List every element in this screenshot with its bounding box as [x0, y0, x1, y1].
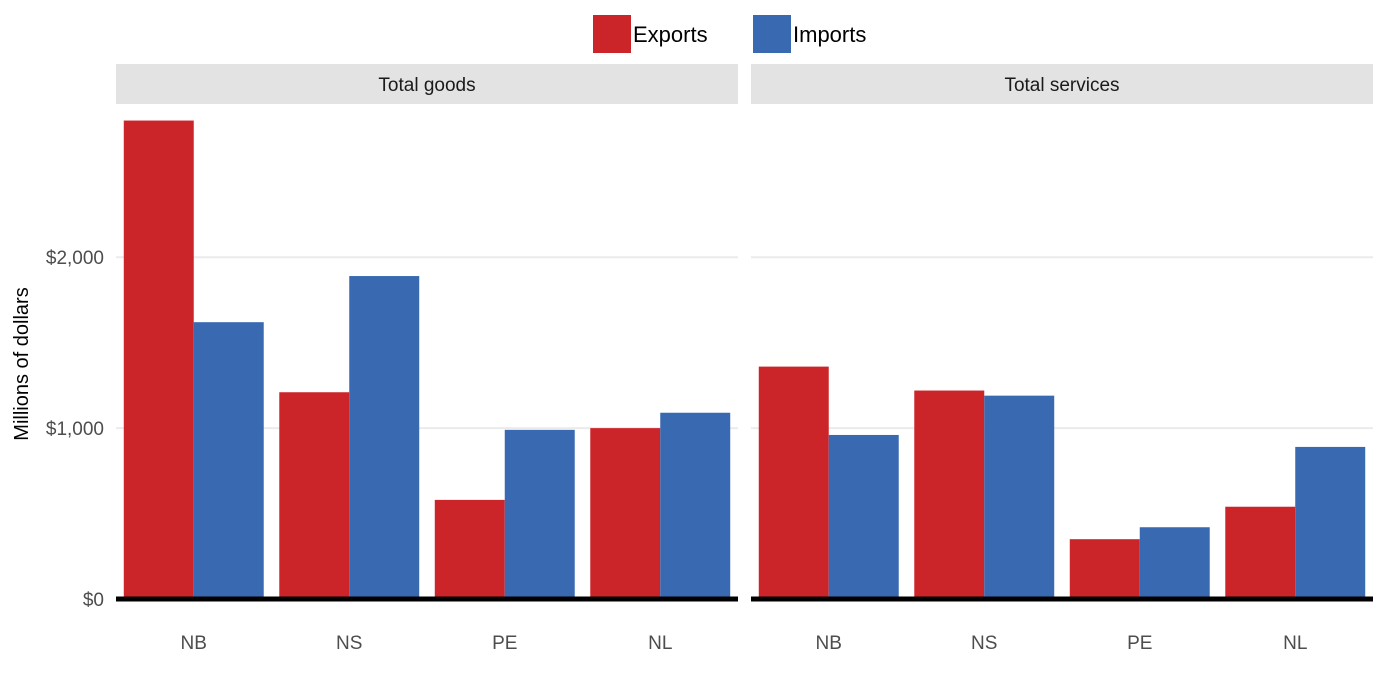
bar-exports-pe: [1069, 539, 1140, 599]
x-tick-label: PE: [1127, 633, 1152, 654]
bar-exports-nb: [758, 366, 829, 599]
legend-item-imports: Imports: [753, 15, 866, 53]
legend-label: Imports: [793, 22, 866, 47]
bar-exports-pe: [434, 499, 505, 599]
legend: Exports Imports: [593, 15, 866, 53]
y-tick-label: $2,000: [46, 248, 104, 269]
y-axis-title: Millions of dollars: [11, 287, 33, 440]
panel-strip: [751, 64, 1373, 104]
legend-key: [753, 15, 791, 53]
bar-imports-nb: [828, 434, 899, 599]
bar-imports-nb: [193, 322, 264, 599]
panel-title: Total services: [1004, 75, 1119, 96]
x-tick-label: NL: [648, 633, 672, 654]
bar-exports-nl: [1225, 506, 1296, 599]
y-tick-label: $1,000: [46, 419, 104, 440]
bar-exports-nl: [590, 428, 661, 599]
panel-1: Total goods NB NS PE NL: [116, 64, 738, 654]
x-tick-label: NS: [336, 633, 362, 654]
x-tick-label: PE: [492, 633, 517, 654]
bar-imports-pe: [1139, 527, 1210, 599]
x-tick-label: NB: [816, 633, 842, 654]
bar-imports-nl: [1295, 446, 1366, 599]
legend-label: Exports: [633, 22, 708, 47]
legend-item-exports: Exports: [593, 15, 708, 53]
bar-imports-ns: [984, 395, 1055, 599]
bar-imports-ns: [349, 276, 420, 599]
bar-imports-nl: [660, 412, 731, 599]
x-tick-label: NL: [1283, 633, 1307, 654]
bar-exports-ns: [279, 392, 350, 599]
x-tick-label: NS: [971, 633, 997, 654]
y-axis: Millions of dollars $0 $1,000 $2,000: [11, 248, 104, 611]
panel-title: Total goods: [378, 75, 475, 96]
bar-exports-nb: [123, 120, 194, 600]
bar-imports-pe: [504, 429, 575, 599]
y-tick-label: $0: [83, 590, 104, 611]
panel-strip: [116, 64, 738, 104]
panel-2: Total services NB NS PE NL: [751, 64, 1373, 654]
legend-key: [593, 15, 631, 53]
bar-exports-ns: [914, 390, 985, 599]
panels: Total goods NB NS PE NL Total services NB NS PE N…: [116, 64, 1373, 654]
x-tick-label: NB: [181, 633, 207, 654]
